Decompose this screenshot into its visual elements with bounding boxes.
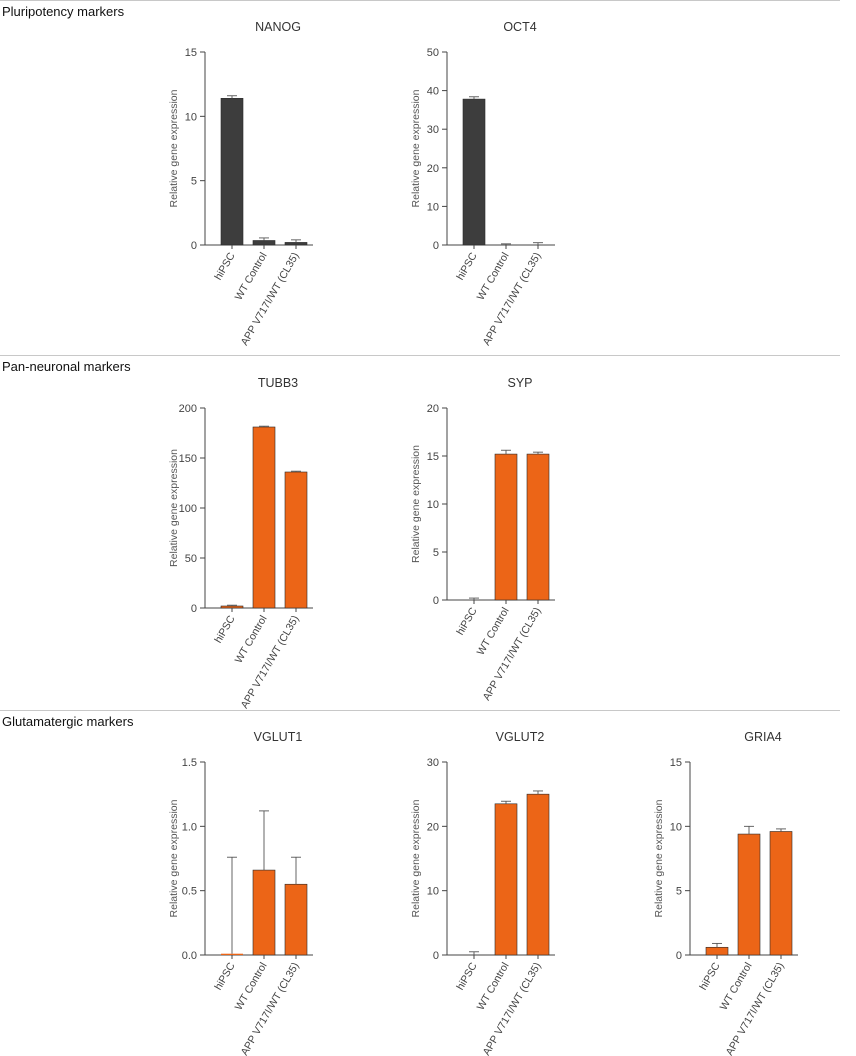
bar-vglut1-3 [284,883,308,956]
y-tick-label-tubb3: 0 [191,603,197,615]
x-tick-label-gria4: APP V717I/WT (CL35) [724,961,787,1056]
bar-nanog-2 [252,240,276,246]
chart-title-syp: SYP [507,376,532,390]
y-tick-label-syp: 10 [427,499,439,511]
x-tick-label-nanog: WT Control [233,251,270,303]
x-tick-label-gria4: WT Control [718,961,755,1013]
y-tick-label-nanog: 15 [185,47,197,59]
bar-nanog-1 [220,98,244,246]
x-tick-label-vglut1: hiPSC [212,960,237,992]
bar-nanog-3 [284,242,308,246]
x-tick-label-vglut1: WT Control [233,961,270,1013]
y-tick-label-gria4: 15 [670,757,682,769]
y-tick-label-tubb3: 150 [179,453,197,465]
y-tick-label-vglut2: 30 [427,757,439,769]
y-axis-label-syp: Relative gene expression [410,445,422,563]
x-tick-label-nanog: hiPSC [212,250,237,282]
chart-title-vglut2: VGLUT2 [496,730,545,744]
y-tick-label-oct4: 0 [433,240,439,252]
section-title-pluripotency: Pluripotency markers [2,4,125,19]
bar-tubb3-3 [284,471,308,609]
x-tick-label-oct4: hiPSC [454,250,479,282]
y-axis-label-vglut1: Relative gene expression [168,799,180,917]
chart-title-gria4: GRIA4 [744,730,782,744]
bar-syp-3 [526,453,550,601]
x-tick-label-gria4: hiPSC [697,960,722,992]
x-tick-label-tubb3: APP V717I/WT (CL35) [239,614,302,711]
y-tick-label-vglut1: 0.5 [182,886,197,898]
bar-vglut2-2 [494,803,518,956]
x-tick-label-tubb3: hiPSC [212,613,237,645]
y-tick-label-vglut1: 1.0 [182,821,197,833]
y-tick-label-tubb3: 100 [179,503,197,515]
y-tick-label-tubb3: 50 [185,553,197,565]
y-axis-label-vglut2: Relative gene expression [410,799,422,917]
y-tick-label-syp: 20 [427,403,439,415]
section-divider-pluripotency [0,0,840,1]
y-tick-label-syp: 0 [433,595,439,607]
y-tick-label-vglut1: 0.0 [182,950,197,962]
x-tick-label-vglut1: APP V717I/WT (CL35) [239,961,302,1056]
x-tick-label-nanog: APP V717I/WT (CL35) [239,251,302,348]
y-tick-label-oct4: 20 [427,163,439,175]
section-title-glutamatergic: Glutamatergic markers [2,714,134,729]
x-tick-label-syp: hiPSC [454,605,479,637]
y-tick-label-oct4: 30 [427,124,439,136]
chart-title-tubb3: TUBB3 [258,376,298,390]
y-tick-label-vglut2: 20 [427,821,439,833]
x-tick-label-syp: WT Control [475,606,512,658]
y-tick-label-gria4: 0 [676,950,682,962]
bar-gria4-2 [737,833,761,956]
chart-title-oct4: OCT4 [503,20,536,34]
bar-tubb3-1 [220,605,244,609]
chart-title-vglut1: VGLUT1 [254,730,303,744]
x-tick-label-vglut2: hiPSC [454,960,479,992]
y-tick-label-vglut2: 10 [427,886,439,898]
y-tick-label-tubb3: 200 [179,403,197,415]
y-tick-label-nanog: 10 [185,111,197,123]
y-axis-label-oct4: Relative gene expression [410,89,422,207]
bar-gria4-1 [705,946,729,956]
x-tick-label-tubb3: WT Control [233,614,270,666]
x-tick-label-oct4: APP V717I/WT (CL35) [481,251,544,348]
section-title-pan-neuronal: Pan-neuronal markers [2,359,131,374]
y-tick-label-oct4: 50 [427,47,439,59]
bar-oct4-1 [462,98,486,246]
bar-syp-2 [494,453,518,601]
y-axis-label-nanog: Relative gene expression [168,89,180,207]
bar-tubb3-2 [252,426,276,609]
section-divider-glutamatergic [0,710,840,711]
bar-gria4-3 [769,831,793,956]
x-tick-label-vglut2: APP V717I/WT (CL35) [481,961,544,1056]
x-tick-label-syp: APP V717I/WT (CL35) [481,606,544,703]
section-divider-pan-neuronal [0,355,840,356]
y-tick-label-gria4: 5 [676,886,682,898]
y-tick-label-vglut1: 1.5 [182,757,197,769]
y-tick-label-vglut2: 0 [433,950,439,962]
y-axis-label-tubb3: Relative gene expression [168,449,180,567]
y-tick-label-syp: 5 [433,547,439,559]
bar-vglut1-2 [252,869,276,956]
x-tick-label-oct4: WT Control [475,251,512,303]
y-tick-label-oct4: 40 [427,86,439,98]
y-tick-label-nanog: 5 [191,176,197,188]
chart-title-nanog: NANOG [255,20,301,34]
y-tick-label-oct4: 10 [427,201,439,213]
y-tick-label-syp: 15 [427,451,439,463]
bar-vglut2-3 [526,793,550,956]
y-axis-label-gria4: Relative gene expression [653,799,665,917]
y-tick-label-gria4: 10 [670,821,682,833]
x-tick-label-vglut2: WT Control [475,961,512,1013]
y-tick-label-nanog: 0 [191,240,197,252]
bar-vglut1-1 [221,953,243,955]
